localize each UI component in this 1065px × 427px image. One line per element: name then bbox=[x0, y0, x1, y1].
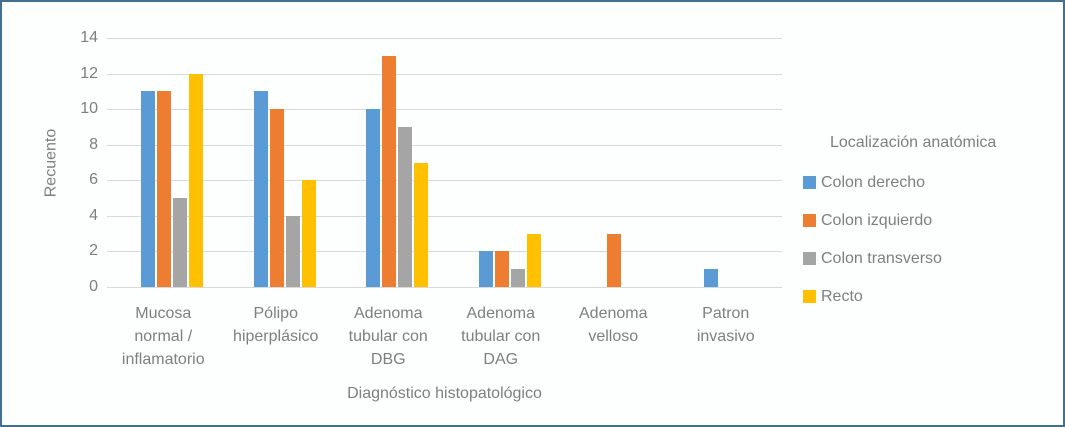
bar bbox=[607, 233, 622, 287]
gridline bbox=[107, 215, 782, 217]
legend-item-label: Colon transverso bbox=[821, 249, 942, 267]
bar bbox=[269, 109, 284, 287]
y-tick-label: 2 bbox=[89, 242, 98, 260]
gridline bbox=[107, 251, 782, 253]
bar bbox=[285, 215, 300, 287]
category-label: Patron invasivo bbox=[696, 305, 755, 345]
bar bbox=[414, 162, 429, 287]
bar bbox=[253, 91, 268, 287]
legend: Localización anatómica Colon derecho Colo… bbox=[803, 134, 996, 326]
legend-swatch bbox=[803, 252, 816, 265]
bar bbox=[301, 180, 316, 287]
y-tick-label: 0 bbox=[89, 278, 98, 295]
category-label: Mucosa normal / inflamatorio bbox=[121, 305, 205, 368]
bar bbox=[478, 251, 493, 287]
legend-item-label: Colon derecho bbox=[821, 173, 926, 191]
x-axis-category-labels: Mucosa normal / inflamatorio Pólipo hiper… bbox=[107, 302, 782, 371]
x-axis-title: Diagnóstico histopatológico bbox=[347, 385, 542, 402]
bar bbox=[141, 91, 156, 287]
y-tick-label: 14 bbox=[80, 29, 98, 46]
bar bbox=[382, 55, 397, 287]
gridline bbox=[107, 287, 782, 288]
y-tick-label: 8 bbox=[89, 135, 98, 153]
bar bbox=[157, 91, 172, 287]
bar bbox=[189, 73, 204, 287]
bar bbox=[703, 269, 718, 287]
legend-title: Localización anatómica bbox=[830, 134, 997, 151]
category-label: Adenoma tubular con DBG bbox=[348, 305, 428, 368]
gridline bbox=[107, 144, 782, 146]
legend-swatch bbox=[803, 214, 816, 227]
bar bbox=[173, 198, 188, 287]
legend-items: Colon derecho Colon izquierdo Colon transv… bbox=[803, 174, 996, 305]
y-tick-label: 12 bbox=[80, 64, 98, 82]
gridline bbox=[107, 38, 782, 39]
bar bbox=[494, 251, 509, 287]
bar bbox=[510, 269, 525, 287]
bar bbox=[526, 233, 541, 287]
category-label: Adenoma velloso bbox=[579, 305, 648, 345]
category-label: Adenoma tubular con DAG bbox=[461, 305, 541, 368]
plot-area bbox=[107, 38, 782, 288]
legend-item: Colon izquierdo bbox=[803, 212, 996, 229]
gridline bbox=[107, 180, 782, 182]
legend-item: Recto bbox=[803, 288, 996, 305]
legend-item-label: Colon izquierdo bbox=[821, 211, 933, 229]
y-tick-label: 4 bbox=[89, 206, 98, 224]
legend-swatch bbox=[803, 290, 816, 303]
gridline bbox=[107, 73, 782, 75]
legend-swatch bbox=[803, 176, 816, 189]
bar bbox=[366, 109, 381, 287]
bar bbox=[398, 126, 413, 287]
legend-item: Colon transverso bbox=[803, 250, 996, 267]
category-label: Pólipo hiperplásico bbox=[233, 305, 319, 345]
legend-item: Colon derecho bbox=[803, 174, 996, 191]
gridline bbox=[107, 109, 782, 111]
y-tick-label: 6 bbox=[89, 171, 98, 189]
y-tick-label: 10 bbox=[80, 100, 98, 118]
legend-item-label: Recto bbox=[821, 287, 863, 305]
